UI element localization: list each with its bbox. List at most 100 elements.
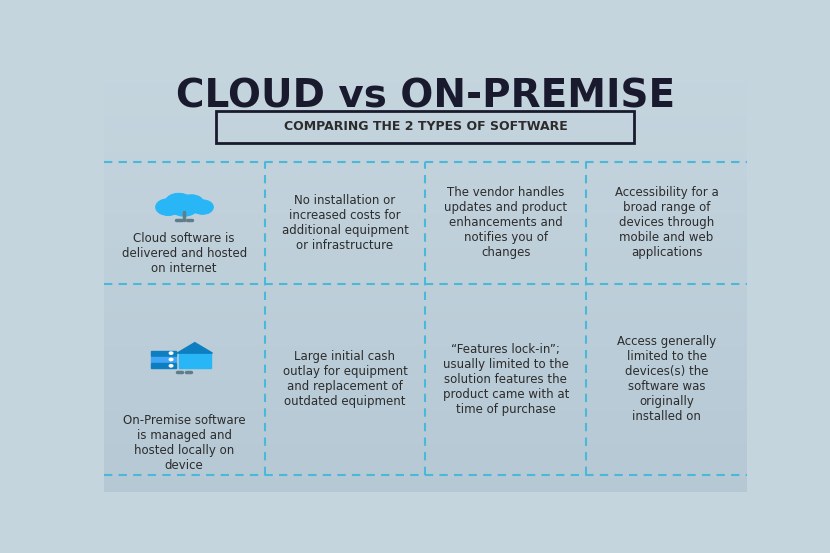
Bar (104, 131, 747, 134)
Bar (104, 462, 747, 467)
Bar (104, 96, 747, 101)
Bar (104, 207, 747, 211)
Bar (104, 377, 747, 382)
Bar (104, 254, 747, 258)
Bar (104, 88, 747, 92)
Bar (104, 262, 747, 267)
Text: No installation or
increased costs for
additional equipment
or infrastructure: No installation or increased costs for a… (281, 194, 408, 252)
Bar (104, 160, 747, 164)
Text: CLOUD vs ON-PREMISE: CLOUD vs ON-PREMISE (176, 77, 675, 115)
Bar (104, 232, 747, 237)
Bar (104, 454, 747, 458)
Polygon shape (177, 343, 212, 353)
Bar (104, 202, 747, 207)
Bar (104, 296, 747, 301)
Bar (104, 403, 747, 407)
Bar (178, 353, 211, 368)
Bar (104, 356, 747, 360)
Bar (104, 301, 747, 305)
Bar (104, 488, 747, 492)
Bar (150, 357, 176, 362)
Bar (104, 126, 747, 131)
Bar (104, 335, 747, 339)
Circle shape (169, 352, 173, 354)
Bar (104, 386, 747, 390)
Bar (104, 343, 747, 347)
Bar (104, 347, 747, 352)
Bar (104, 194, 747, 199)
Bar (104, 186, 747, 190)
Bar (104, 75, 747, 79)
Bar (104, 117, 747, 122)
Bar (104, 441, 747, 445)
Bar (104, 411, 747, 415)
Bar (104, 147, 747, 152)
Bar (104, 216, 747, 220)
Circle shape (156, 199, 181, 215)
Bar (104, 211, 747, 216)
Text: Large initial cash
outlay for equipment
and replacement of
outdated equipment: Large initial cash outlay for equipment … (282, 351, 408, 408)
Bar (104, 407, 747, 411)
Bar (104, 424, 747, 428)
Circle shape (166, 194, 192, 211)
Bar (104, 113, 747, 117)
Bar (104, 190, 747, 194)
Bar (104, 109, 747, 113)
Bar (159, 204, 209, 212)
Text: The vendor handles
updates and product
enhancements and
notifies you of
changes: The vendor handles updates and product e… (444, 186, 568, 259)
Circle shape (165, 194, 193, 211)
Bar (104, 360, 747, 364)
Bar (104, 352, 747, 356)
Bar (104, 399, 747, 403)
Bar (104, 122, 747, 126)
Bar (150, 351, 176, 356)
Bar (104, 415, 747, 420)
Bar (104, 364, 747, 369)
Bar (104, 139, 747, 143)
Bar (104, 71, 747, 75)
Bar (104, 66, 747, 71)
Circle shape (169, 364, 173, 367)
Bar (104, 305, 747, 309)
Bar (104, 317, 747, 322)
Bar (104, 450, 747, 454)
Bar (104, 177, 747, 181)
Text: Cloud software is
delivered and hosted
on internet: Cloud software is delivered and hosted o… (121, 232, 247, 275)
Bar (104, 428, 747, 432)
Bar (104, 471, 747, 475)
Bar (104, 420, 747, 424)
Bar (104, 292, 747, 296)
Text: Access generally
limited to the
devices(s) the
software was
originally
installed: Access generally limited to the devices(… (617, 335, 716, 424)
Bar (104, 432, 747, 437)
Bar (104, 173, 747, 177)
Bar (104, 330, 747, 335)
Bar (104, 309, 747, 314)
Bar (104, 164, 747, 169)
Bar (104, 445, 747, 450)
Bar (104, 169, 747, 173)
Bar (104, 134, 747, 139)
Circle shape (192, 200, 213, 214)
Bar (104, 437, 747, 441)
Bar (104, 199, 747, 202)
Bar (104, 484, 747, 488)
Bar (104, 326, 747, 330)
Text: COMPARING THE 2 TYPES OF SOFTWARE: COMPARING THE 2 TYPES OF SOFTWARE (284, 121, 567, 133)
Bar (104, 105, 747, 109)
Bar (104, 284, 747, 288)
Bar (104, 228, 747, 232)
Bar (150, 363, 176, 368)
Bar (104, 475, 747, 479)
Bar (104, 394, 747, 399)
Text: Accessibility for a
broad range of
devices through
mobile and web
applications: Accessibility for a broad range of devic… (615, 186, 719, 259)
Bar (104, 258, 747, 262)
Circle shape (171, 198, 198, 216)
Bar (104, 156, 747, 160)
Bar (104, 143, 747, 147)
Bar (104, 152, 747, 156)
Bar (104, 267, 747, 271)
Bar (104, 339, 747, 343)
Text: “Features lock-in”;
usually limited to the
solution features the
product came wi: “Features lock-in”; usually limited to t… (442, 343, 569, 416)
Bar (104, 322, 747, 326)
Bar (104, 373, 747, 377)
